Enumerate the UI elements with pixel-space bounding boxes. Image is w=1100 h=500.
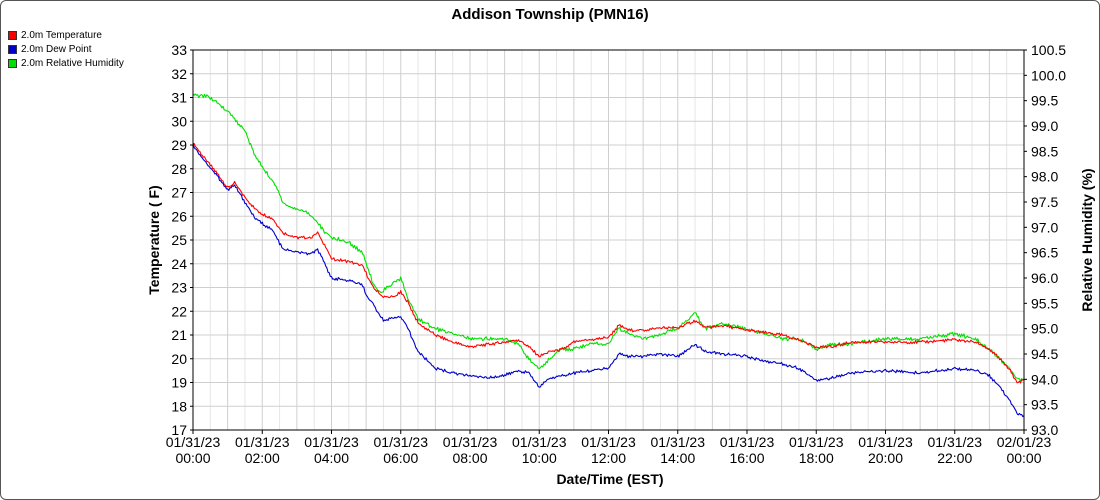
y-tick-label: 18 (171, 398, 187, 414)
x-tick-time: 00:00 (1006, 450, 1041, 466)
series-line-2-0m-temperature (192, 142, 1025, 384)
series-line-2-0m-relative-humidity (192, 93, 1024, 382)
legend: 2.0m Temperature 2.0m Dew Point 2.0m Rel… (8, 28, 124, 70)
y-tick-label: 20 (171, 351, 187, 367)
y2-tick-label: 99.0 (1031, 118, 1058, 134)
y-tick-label: 21 (171, 327, 187, 343)
y2-tick-label: 94.0 (1031, 371, 1058, 387)
x-tick-date: 01/31/23 (928, 434, 983, 450)
y2-tick-label: 95.0 (1031, 321, 1058, 337)
x-tick-date: 01/31/23 (789, 434, 844, 450)
y-tick-label: 27 (171, 185, 187, 201)
y2-tick-label: 97.0 (1031, 219, 1058, 235)
x-tick-date: 02/01/23 (997, 434, 1052, 450)
legend-swatch-temperature (8, 30, 17, 40)
x-tick-time: 20:00 (868, 450, 903, 466)
y-tick-label: 24 (171, 256, 187, 272)
y-tick-label: 17 (171, 422, 187, 438)
y2-axis-label: Relative Humidity (%) (1079, 168, 1095, 311)
y-tick-label: 26 (171, 208, 187, 224)
x-tick-date: 01/31/23 (581, 434, 636, 450)
x-tick-date: 01/31/23 (858, 434, 913, 450)
x-tick-date: 01/31/23 (512, 434, 567, 450)
legend-item-relative-humidity: 2.0m Relative Humidity (8, 56, 124, 70)
y2-tick-label: 97.5 (1031, 194, 1058, 210)
y-tick-label: 29 (171, 137, 187, 153)
y2-tick-label: 98.0 (1031, 169, 1058, 185)
y-tick-label: 32 (171, 66, 187, 82)
y2-tick-label: 96.5 (1031, 245, 1058, 261)
y-tick-label: 23 (171, 280, 187, 296)
legend-label-temperature: 2.0m Temperature (21, 29, 102, 41)
y-tick-label: 25 (171, 232, 187, 248)
y-tick-label: 22 (171, 303, 187, 319)
legend-item-temperature: 2.0m Temperature (8, 28, 124, 42)
series-layer (192, 93, 1025, 418)
y2-tick-label: 100.0 (1031, 67, 1066, 83)
x-tick-time: 18:00 (799, 450, 834, 466)
tick-labels: 17 18 19 20 21 22 23 24 25 26 27 28 29 30 31 32 33 93.0 93… (166, 42, 1066, 466)
x-tick-date: 01/31/23 (304, 434, 359, 450)
x-tick-time: 06:00 (383, 450, 418, 466)
legend-swatch-relative-humidity (8, 58, 17, 68)
x-tick-date: 01/31/23 (374, 434, 429, 450)
y-tick-label: 33 (171, 42, 187, 58)
legend-swatch-dew-point (8, 44, 17, 54)
y2-tick-label: 100.5 (1031, 42, 1066, 58)
legend-label-relative-humidity: 2.0m Relative Humidity (21, 57, 124, 69)
y-tick-label: 31 (171, 90, 187, 106)
legend-item-dew-point: 2.0m Dew Point (8, 42, 124, 56)
y-tick-label: 28 (171, 161, 187, 177)
x-tick-date: 01/31/23 (235, 434, 290, 450)
x-tick-time: 04:00 (314, 450, 349, 466)
y2-tick-label: 98.5 (1031, 143, 1058, 159)
x-tick-time: 00:00 (175, 450, 210, 466)
chart-title: Addison Township (PMN16) (451, 6, 648, 23)
x-tick-time: 16:00 (729, 450, 764, 466)
x-tick-date: 01/31/23 (720, 434, 775, 450)
y2-tick-label: 93.0 (1031, 422, 1058, 438)
x-tick-date: 01/31/23 (443, 434, 498, 450)
legend-label-dew-point: 2.0m Dew Point (21, 43, 92, 55)
x-tick-time: 22:00 (937, 450, 972, 466)
y2-tick-label: 93.5 (1031, 397, 1058, 413)
y-tick-label: 19 (171, 375, 187, 391)
y-axis-label: Temperature ( F) (146, 185, 162, 294)
x-tick-time: 08:00 (452, 450, 487, 466)
x-tick-time: 10:00 (522, 450, 557, 466)
x-tick-time: 02:00 (245, 450, 280, 466)
x-tick-date: 01/31/23 (166, 434, 221, 450)
x-tick-date: 01/31/23 (651, 434, 706, 450)
x-tick-time: 14:00 (660, 450, 695, 466)
x-axis-label: Date/Time (EST) (556, 471, 663, 487)
y2-tick-label: 99.5 (1031, 93, 1058, 109)
y2-tick-label: 96.0 (1031, 270, 1058, 286)
x-tick-time: 12:00 (591, 450, 626, 466)
y2-tick-label: 95.5 (1031, 295, 1058, 311)
series-line-2-0m-dew-point (192, 143, 1025, 418)
y-tick-label: 30 (171, 113, 187, 129)
y2-tick-label: 94.5 (1031, 346, 1058, 362)
grid-lines (192, 49, 1025, 431)
